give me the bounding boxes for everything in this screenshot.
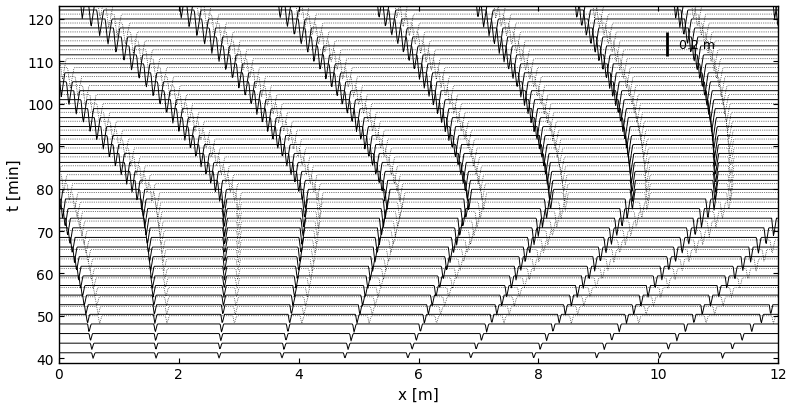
Text: 0.2 m: 0.2 m xyxy=(680,38,715,52)
Y-axis label: t [min]: t [min] xyxy=(7,159,22,211)
X-axis label: x [m]: x [m] xyxy=(398,387,439,402)
